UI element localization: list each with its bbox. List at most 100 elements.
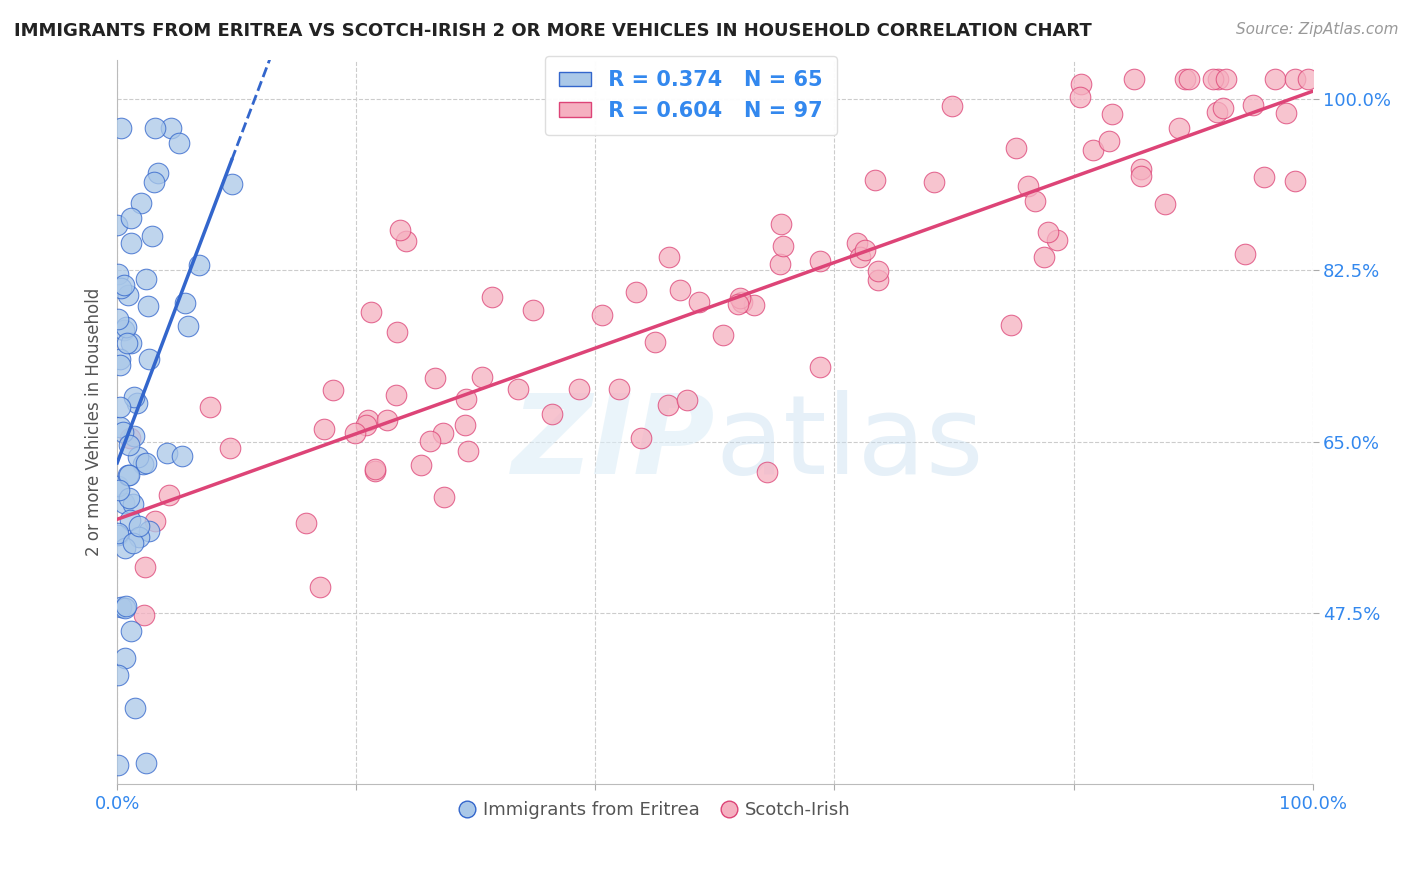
Point bbox=[309, 580, 332, 594]
Point bbox=[135, 456, 157, 470]
Point bbox=[122, 429, 145, 443]
Text: atlas: atlas bbox=[714, 391, 983, 497]
Point bbox=[120, 211, 142, 226]
Point bbox=[1129, 169, 1152, 184]
Point bbox=[110, 400, 132, 414]
Point bbox=[425, 370, 447, 384]
Point bbox=[169, 136, 191, 151]
Point bbox=[1000, 318, 1022, 333]
Point bbox=[506, 382, 529, 396]
Point bbox=[198, 401, 221, 415]
Point bbox=[110, 600, 132, 615]
Point bbox=[120, 236, 142, 251]
Point bbox=[1153, 197, 1175, 211]
Point bbox=[110, 121, 132, 136]
Point bbox=[160, 121, 183, 136]
Point bbox=[1070, 77, 1092, 91]
Point bbox=[354, 417, 377, 432]
Point bbox=[120, 624, 142, 638]
Point bbox=[727, 297, 749, 311]
Point bbox=[138, 524, 160, 538]
Point bbox=[541, 407, 564, 421]
Point bbox=[591, 308, 613, 322]
Point bbox=[607, 383, 630, 397]
Point bbox=[630, 431, 652, 445]
Point bbox=[107, 528, 129, 542]
Point bbox=[105, 218, 128, 232]
Point bbox=[141, 229, 163, 244]
Point bbox=[1033, 250, 1056, 264]
Text: ZIP: ZIP bbox=[512, 391, 714, 497]
Point bbox=[1123, 72, 1146, 87]
Point bbox=[922, 175, 945, 189]
Point bbox=[624, 285, 647, 299]
Point bbox=[471, 369, 494, 384]
Point bbox=[177, 319, 200, 334]
Point bbox=[107, 311, 129, 326]
Point bbox=[357, 413, 380, 427]
Point bbox=[848, 250, 870, 264]
Point bbox=[1206, 72, 1229, 87]
Point bbox=[118, 491, 141, 506]
Point bbox=[772, 238, 794, 252]
Point bbox=[132, 457, 155, 471]
Point bbox=[522, 302, 544, 317]
Point bbox=[108, 358, 131, 372]
Point bbox=[143, 121, 166, 136]
Point bbox=[1069, 90, 1091, 104]
Text: Source: ZipAtlas.com: Source: ZipAtlas.com bbox=[1236, 22, 1399, 37]
Point bbox=[114, 599, 136, 614]
Point bbox=[117, 288, 139, 302]
Point bbox=[363, 462, 385, 476]
Point bbox=[675, 392, 697, 407]
Point bbox=[644, 334, 666, 349]
Point bbox=[156, 446, 179, 460]
Point bbox=[731, 295, 754, 310]
Point bbox=[121, 336, 143, 351]
Point bbox=[385, 387, 408, 401]
Point bbox=[409, 458, 432, 472]
Point bbox=[114, 541, 136, 555]
Point bbox=[295, 516, 318, 530]
Point bbox=[658, 250, 681, 264]
Point bbox=[389, 223, 412, 237]
Point bbox=[117, 336, 139, 351]
Point bbox=[808, 359, 831, 374]
Point bbox=[1253, 170, 1275, 185]
Point bbox=[135, 756, 157, 770]
Point bbox=[1017, 179, 1039, 194]
Point bbox=[688, 294, 710, 309]
Point bbox=[657, 398, 679, 412]
Point bbox=[221, 177, 243, 191]
Point bbox=[107, 757, 129, 772]
Point bbox=[375, 413, 398, 427]
Point bbox=[322, 383, 344, 397]
Point bbox=[122, 497, 145, 511]
Point bbox=[1284, 72, 1306, 87]
Point bbox=[136, 300, 159, 314]
Point bbox=[866, 264, 889, 278]
Point bbox=[1046, 233, 1069, 247]
Point bbox=[1233, 247, 1256, 261]
Point bbox=[1275, 106, 1298, 120]
Point bbox=[432, 426, 454, 441]
Point bbox=[135, 272, 157, 286]
Point bbox=[711, 327, 734, 342]
Point bbox=[110, 281, 132, 295]
Point bbox=[107, 667, 129, 681]
Point bbox=[157, 487, 180, 501]
Point bbox=[742, 297, 765, 311]
Point bbox=[111, 425, 134, 440]
Point bbox=[454, 417, 477, 432]
Point bbox=[148, 166, 170, 180]
Y-axis label: 2 or more Vehicles in Household: 2 or more Vehicles in Household bbox=[86, 288, 103, 556]
Point bbox=[124, 700, 146, 714]
Point bbox=[769, 257, 792, 271]
Text: IMMIGRANTS FROM ERITREA VS SCOTCH-IRISH 2 OR MORE VEHICLES IN HOUSEHOLD CORRELAT: IMMIGRANTS FROM ERITREA VS SCOTCH-IRISH … bbox=[14, 22, 1092, 40]
Point bbox=[1174, 72, 1197, 87]
Point bbox=[312, 422, 335, 436]
Point bbox=[128, 530, 150, 544]
Point bbox=[1264, 72, 1286, 87]
Point bbox=[173, 296, 195, 310]
Point bbox=[107, 478, 129, 492]
